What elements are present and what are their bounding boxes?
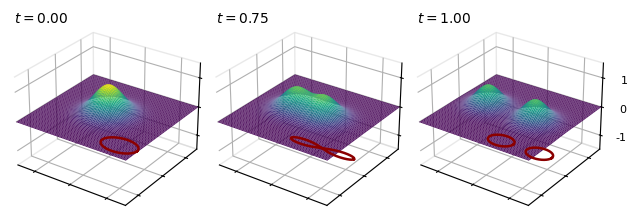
Text: $t = 1.00$: $t = 1.00$	[417, 12, 472, 26]
Text: $t = 0.00$: $t = 0.00$	[14, 12, 68, 26]
Text: $t = 0.75$: $t = 0.75$	[216, 12, 269, 26]
